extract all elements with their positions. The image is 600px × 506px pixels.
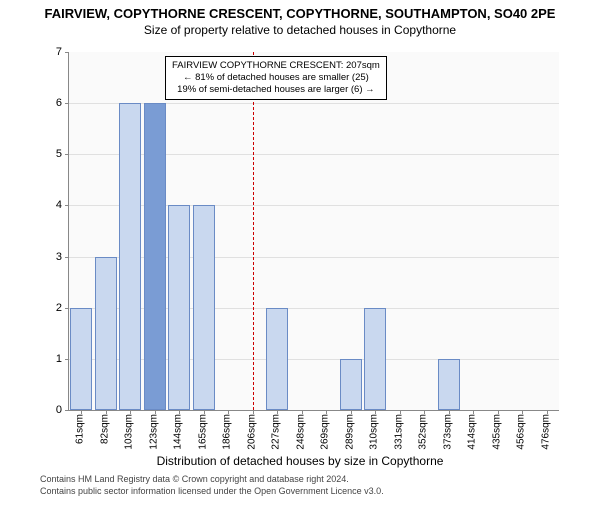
x-tick-label: 61sqm xyxy=(75,414,86,444)
chart-title-sub: Size of property relative to detached ho… xyxy=(0,23,600,37)
footer-line-2: Contains public sector information licen… xyxy=(40,486,384,496)
x-tick-label: 310sqm xyxy=(369,414,380,450)
footer-line-1: Contains HM Land Registry data © Crown c… xyxy=(40,474,349,484)
histogram-bar xyxy=(168,205,190,410)
histogram-bar xyxy=(364,308,386,410)
x-tick-label: 123sqm xyxy=(148,414,159,450)
histogram-bar xyxy=(438,359,460,410)
x-tick-label: 373sqm xyxy=(442,414,453,450)
y-tick-label: 2 xyxy=(42,302,62,314)
chart-title-main: FAIRVIEW, COPYTHORNE CRESCENT, COPYTHORN… xyxy=(0,6,600,21)
y-tick-label: 3 xyxy=(42,251,62,263)
x-tick-label: 435sqm xyxy=(491,414,502,450)
x-tick-label: 289sqm xyxy=(344,414,355,450)
annotation-line-3: 19% of semi-detached houses are larger (… xyxy=(172,84,380,96)
histogram-bar xyxy=(266,308,288,410)
y-tick-label: 5 xyxy=(42,148,62,160)
y-tick-label: 7 xyxy=(42,46,62,58)
x-tick-label: 227sqm xyxy=(271,414,282,450)
histogram-bar xyxy=(95,257,117,410)
annotation-line-1: FAIRVIEW COPYTHORNE CRESCENT: 207sqm xyxy=(172,60,380,72)
histogram-bar xyxy=(193,205,215,410)
annotation-box: FAIRVIEW COPYTHORNE CRESCENT: 207sqm← 81… xyxy=(165,56,387,100)
x-tick-label: 414sqm xyxy=(467,414,478,450)
x-tick-label: 331sqm xyxy=(393,414,404,450)
y-tick-label: 6 xyxy=(42,97,62,109)
histogram-bar xyxy=(119,103,141,410)
x-tick-label: 103sqm xyxy=(124,414,135,450)
x-tick-label: 144sqm xyxy=(173,414,184,450)
y-tick-label: 4 xyxy=(42,199,62,211)
x-tick-label: 82sqm xyxy=(99,414,110,444)
reference-line xyxy=(253,52,254,410)
x-tick-label: 165sqm xyxy=(197,414,208,450)
x-tick-label: 352sqm xyxy=(418,414,429,450)
histogram-bar xyxy=(70,308,92,410)
x-tick-label: 206sqm xyxy=(246,414,257,450)
histogram-bar xyxy=(144,103,166,410)
y-tick-label: 0 xyxy=(42,404,62,416)
x-tick-label: 248sqm xyxy=(295,414,306,450)
x-tick-label: 456sqm xyxy=(516,414,527,450)
x-tick-label: 186sqm xyxy=(222,414,233,450)
histogram-bar xyxy=(340,359,362,410)
chart-plot-area: FAIRVIEW COPYTHORNE CRESCENT: 207sqm← 81… xyxy=(68,52,559,411)
annotation-line-2: ← 81% of detached houses are smaller (25… xyxy=(172,72,380,84)
y-tick-label: 1 xyxy=(42,353,62,365)
x-tick-label: 269sqm xyxy=(320,414,331,450)
x-axis-label: Distribution of detached houses by size … xyxy=(0,454,600,468)
x-tick-label: 476sqm xyxy=(540,414,551,450)
